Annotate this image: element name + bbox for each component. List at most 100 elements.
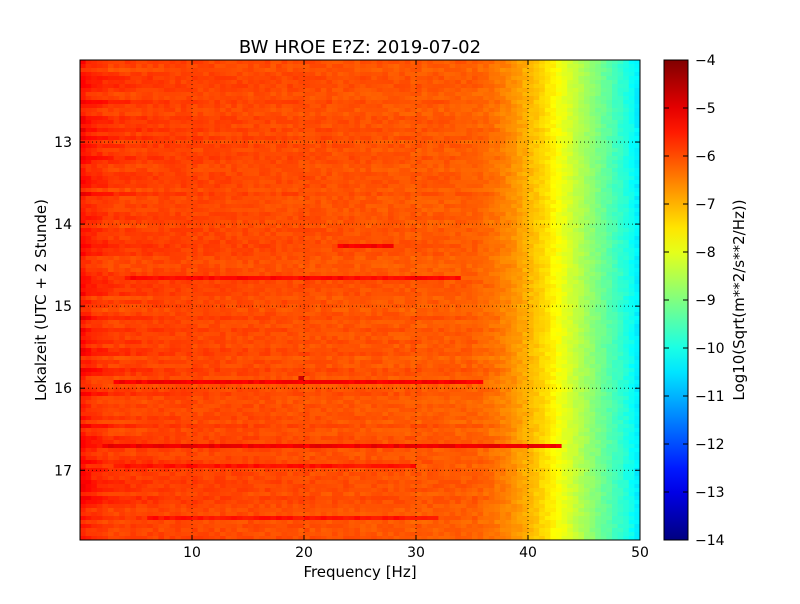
- heatmap-cell: [404, 256, 411, 261]
- heatmap-cell: [270, 200, 277, 205]
- heatmap-cell: [522, 208, 529, 213]
- heatmap-cell: [147, 228, 154, 233]
- heatmap-cell: [544, 96, 551, 101]
- heatmap-cell: [393, 244, 400, 249]
- heatmap-cell: [337, 156, 344, 161]
- heatmap-cell: [225, 160, 232, 165]
- heatmap-cell: [522, 216, 529, 221]
- heatmap-cell: [455, 176, 462, 181]
- heatmap-cell: [432, 152, 439, 157]
- heatmap-cell: [438, 64, 445, 69]
- heatmap-cell: [152, 116, 159, 121]
- heatmap-cell: [130, 216, 137, 221]
- heatmap-cell: [253, 76, 260, 81]
- heatmap-cell: [147, 140, 154, 145]
- heatmap-cell: [337, 84, 344, 89]
- heatmap-cell: [500, 208, 506, 213]
- heatmap-cell: [623, 248, 630, 253]
- heatmap-cell: [231, 168, 238, 173]
- heatmap-cell: [500, 232, 506, 237]
- heatmap-cell: [236, 72, 243, 77]
- heatmap-cell: [315, 164, 322, 169]
- heatmap-cell: [180, 112, 187, 117]
- heatmap-cell: [572, 192, 579, 197]
- heatmap-cell: [147, 252, 154, 257]
- heatmap-cell: [203, 232, 210, 237]
- heatmap-cell: [595, 212, 602, 217]
- heatmap-cell: [393, 196, 400, 201]
- heatmap-cell: [320, 208, 327, 213]
- heatmap-cell: [444, 168, 450, 173]
- heatmap-cell: [85, 64, 92, 69]
- heatmap-cell: [287, 96, 294, 101]
- heatmap-cell: [528, 156, 534, 161]
- heatmap-cell: [264, 212, 271, 217]
- heatmap-cell: [130, 164, 137, 169]
- heatmap-cell: [152, 236, 159, 241]
- heatmap-cell: [578, 80, 585, 85]
- heatmap-cell: [253, 108, 260, 113]
- heatmap-cell: [264, 200, 271, 205]
- heatmap-cell: [494, 244, 501, 249]
- heatmap-cell: [466, 108, 473, 113]
- heatmap-cell: [421, 68, 428, 73]
- heatmap-cell: [253, 196, 260, 201]
- heatmap-cell: [382, 108, 389, 113]
- heatmap-cell: [348, 188, 355, 193]
- heatmap-cell: [494, 180, 501, 185]
- heatmap-cell: [158, 152, 165, 157]
- heatmap-cell: [600, 132, 607, 137]
- heatmap-cell: [500, 108, 506, 113]
- heatmap-cell: [264, 104, 271, 109]
- heatmap-cell: [410, 128, 417, 133]
- heatmap-cell: [96, 100, 103, 105]
- heatmap-cell: [438, 196, 445, 201]
- heatmap-cell: [192, 156, 198, 161]
- heatmap-cell: [298, 100, 305, 105]
- heatmap-cell: [119, 148, 126, 153]
- heatmap-cell: [102, 72, 109, 77]
- heatmap-cell: [320, 224, 327, 229]
- heatmap-cell: [382, 240, 389, 245]
- heatmap-cell: [511, 136, 518, 141]
- heatmap-cell: [337, 68, 344, 73]
- heatmap-cell: [259, 232, 266, 237]
- heatmap-cell: [410, 176, 417, 181]
- heatmap-cell: [589, 192, 596, 197]
- heatmap-cell: [80, 128, 86, 133]
- heatmap-cell: [584, 160, 590, 165]
- heatmap-cell: [96, 188, 103, 193]
- heatmap-cell: [483, 136, 490, 141]
- heatmap-cell: [264, 192, 271, 197]
- heatmap-cell: [544, 200, 551, 205]
- heatmap-cell: [494, 204, 501, 209]
- heatmap-cell: [360, 112, 366, 117]
- heatmap-cell: [416, 88, 422, 93]
- heatmap-cell: [494, 104, 501, 109]
- heatmap-cell: [556, 196, 562, 201]
- heatmap-cell: [505, 240, 512, 245]
- heatmap-cell: [427, 132, 434, 137]
- heatmap-cell: [270, 192, 277, 197]
- heatmap-cell: [236, 80, 243, 85]
- heatmap-cell: [511, 180, 518, 185]
- heatmap-cell: [220, 188, 226, 193]
- heatmap-cell: [152, 204, 159, 209]
- heatmap-cell: [556, 216, 562, 221]
- heatmap-cell: [309, 120, 316, 125]
- heatmap-cell: [404, 152, 411, 157]
- heatmap-cell: [432, 164, 439, 169]
- heatmap-cell: [214, 112, 221, 117]
- heatmap-cell: [488, 240, 495, 245]
- heatmap-cell: [388, 252, 394, 257]
- heatmap-cell: [376, 240, 383, 245]
- heatmap-cell: [292, 72, 299, 77]
- heatmap-cell: [393, 184, 400, 189]
- heatmap-cell: [141, 204, 148, 209]
- heatmap-cell: [304, 120, 310, 125]
- heatmap-cell: [365, 132, 372, 137]
- heatmap-cell: [460, 252, 467, 257]
- heatmap-cell: [455, 128, 462, 133]
- heatmap-cell: [175, 144, 182, 149]
- heatmap-cell: [477, 252, 484, 257]
